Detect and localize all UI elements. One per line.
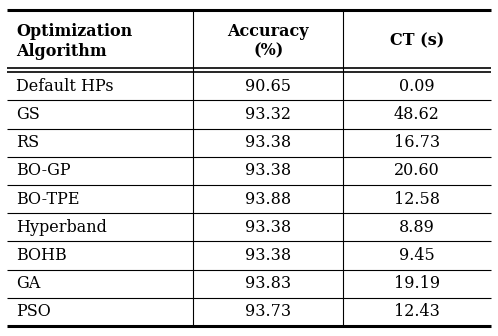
- Text: Accuracy
(%): Accuracy (%): [228, 23, 309, 60]
- Text: 8.89: 8.89: [399, 219, 435, 236]
- Text: 93.73: 93.73: [245, 303, 291, 320]
- Text: 12.43: 12.43: [394, 303, 440, 320]
- Text: Hyperband: Hyperband: [16, 219, 107, 236]
- Text: 93.38: 93.38: [245, 134, 291, 151]
- Text: 93.32: 93.32: [246, 106, 291, 123]
- Text: BO-TPE: BO-TPE: [16, 191, 80, 208]
- Text: 93.88: 93.88: [245, 191, 291, 208]
- Text: CT (s): CT (s): [390, 33, 444, 50]
- Text: 93.83: 93.83: [245, 275, 291, 292]
- Text: 16.73: 16.73: [394, 134, 440, 151]
- Text: BOHB: BOHB: [16, 247, 67, 264]
- Text: RS: RS: [16, 134, 39, 151]
- Text: 93.38: 93.38: [245, 247, 291, 264]
- Text: PSO: PSO: [16, 303, 51, 320]
- Text: 0.09: 0.09: [399, 78, 435, 95]
- Text: 12.58: 12.58: [394, 191, 440, 208]
- Text: 48.62: 48.62: [394, 106, 440, 123]
- Text: 9.45: 9.45: [399, 247, 435, 264]
- Text: 93.38: 93.38: [245, 162, 291, 179]
- Text: GA: GA: [16, 275, 40, 292]
- Text: BO-GP: BO-GP: [16, 162, 71, 179]
- Text: 90.65: 90.65: [246, 78, 291, 95]
- Text: GS: GS: [16, 106, 40, 123]
- Text: 93.38: 93.38: [245, 219, 291, 236]
- Text: 19.19: 19.19: [394, 275, 440, 292]
- Text: 20.60: 20.60: [394, 162, 440, 179]
- Text: Optimization
Algorithm: Optimization Algorithm: [16, 23, 132, 60]
- Text: Default HPs: Default HPs: [16, 78, 114, 95]
